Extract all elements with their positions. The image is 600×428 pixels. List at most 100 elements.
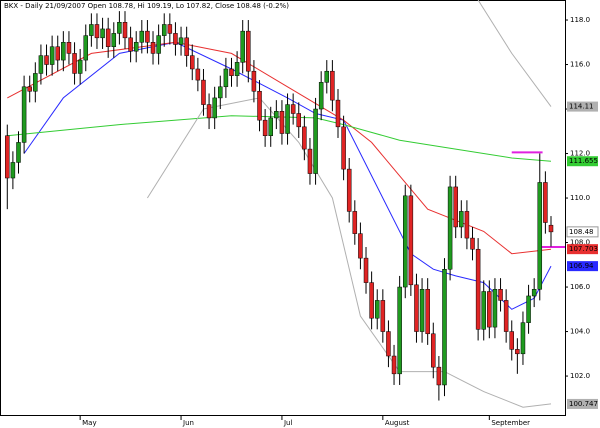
plot-frame — [0, 0, 566, 416]
candle-body — [206, 104, 212, 119]
indicator-line — [477, 0, 552, 107]
x-tick-label: Jun — [182, 419, 194, 427]
candle-body — [436, 366, 442, 386]
candle-body — [498, 289, 503, 301]
value-tag-label: 114.11 — [569, 103, 594, 111]
candle-body — [290, 104, 296, 114]
candle-body — [520, 322, 526, 355]
candle-body — [234, 62, 240, 76]
candle-body — [341, 126, 346, 170]
candle-body — [268, 117, 273, 136]
candle-body — [173, 33, 178, 45]
x-tick-label: August — [385, 419, 410, 427]
value-tag-label: 100.747 — [569, 400, 598, 408]
candle-body — [128, 37, 133, 52]
x-tick-label: May — [82, 419, 96, 427]
candle-body — [442, 268, 447, 386]
candle-body — [459, 211, 464, 228]
candle-body — [509, 331, 515, 350]
candle-body — [386, 331, 391, 357]
candle-body — [38, 55, 44, 74]
y-tick-label: 110.0 — [570, 194, 590, 202]
candle-body — [89, 24, 94, 36]
candle-body — [55, 46, 60, 61]
candle-body — [274, 111, 279, 119]
candle-body — [150, 42, 156, 54]
candle-body — [285, 104, 290, 134]
candle-body — [212, 97, 217, 119]
candle-body — [431, 333, 436, 368]
candle-body — [27, 86, 32, 92]
indicator-line — [146, 97, 552, 408]
candle-body — [447, 186, 453, 270]
y-tick-label: 116.0 — [570, 61, 590, 69]
candle-body — [515, 349, 520, 355]
candle-body — [16, 142, 21, 163]
value-tag — [566, 226, 599, 238]
y-tick-label: 112.0 — [570, 150, 590, 158]
candle-body — [201, 79, 206, 105]
candle-body — [223, 68, 229, 88]
candle-body — [167, 24, 173, 34]
candle-body — [21, 86, 27, 143]
value-tag-label: 107.703 — [569, 245, 598, 253]
candle-body — [178, 37, 184, 45]
candle-body — [139, 30, 145, 43]
y-tick-label: 106.0 — [570, 283, 590, 291]
candle-body — [105, 28, 111, 47]
candle-body — [358, 233, 363, 259]
candle-body — [72, 53, 77, 74]
value-tag-label: 111.655 — [569, 157, 598, 165]
candle-body — [548, 224, 554, 233]
candle-body — [363, 257, 369, 283]
candle-body — [369, 282, 374, 319]
candle-body — [156, 35, 161, 54]
candle-body — [296, 113, 302, 128]
candle-body — [335, 99, 341, 128]
candle-body — [397, 286, 402, 375]
candle-body — [251, 70, 257, 92]
candle-body — [33, 73, 38, 92]
candle-body — [481, 291, 486, 330]
candle-body — [464, 211, 470, 239]
x-tick-label: September — [491, 419, 530, 427]
candle-body — [257, 90, 262, 121]
candle-body — [414, 284, 419, 332]
candle-body — [44, 55, 49, 65]
candle-body — [77, 59, 83, 74]
chart-title: BKX - Daily 21/09/2007 Open 108.78, Hi 1… — [4, 2, 289, 10]
candle-body — [313, 108, 318, 174]
candle-body — [318, 82, 324, 110]
candle-body — [475, 248, 481, 330]
candle-body — [531, 289, 537, 297]
candle-body — [352, 211, 358, 234]
candle-body — [503, 300, 509, 332]
value-tag — [567, 398, 598, 409]
candle-body — [83, 35, 89, 61]
candle-body — [419, 289, 425, 332]
y-tick-label: 102.0 — [570, 372, 590, 380]
candle-body — [470, 237, 475, 250]
candle-body — [302, 126, 307, 150]
candle-body — [492, 289, 498, 328]
candle-body — [61, 42, 66, 61]
candle-body — [537, 182, 543, 290]
value-tag-label: 108.48 — [569, 228, 594, 236]
candle-body — [279, 111, 285, 134]
candle-body — [161, 24, 167, 36]
y-tick-label: 118.0 — [570, 16, 590, 24]
value-tag — [567, 261, 598, 272]
candle-body — [190, 55, 195, 70]
value-tag — [567, 101, 598, 112]
x-tick-label: Jul — [283, 419, 293, 427]
candle-body — [246, 30, 251, 72]
y-tick-label: 104.0 — [570, 328, 590, 336]
y-tick-label: 108.0 — [570, 239, 590, 247]
candle-body — [543, 182, 548, 223]
value-tag — [567, 244, 598, 255]
candle-body — [453, 186, 458, 228]
candle-body — [10, 162, 16, 179]
candle-body — [487, 291, 492, 328]
